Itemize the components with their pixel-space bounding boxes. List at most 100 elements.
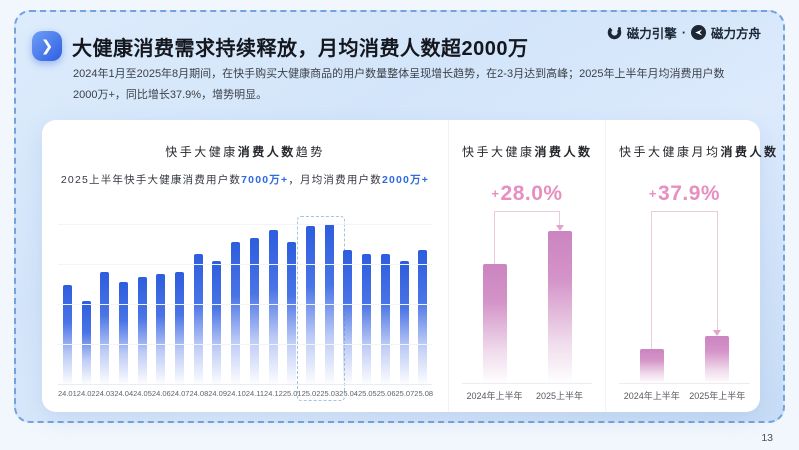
trend-bar-column xyxy=(189,224,208,384)
trend-x-label: 24.01 xyxy=(58,389,77,398)
h1-consumers-plot-wrap: +28.0% 2024年上半年 2025上半年 xyxy=(462,182,592,402)
trend-x-label: 24.09 xyxy=(208,389,228,398)
growth-arrow-icon xyxy=(555,225,564,231)
trend-chart-subtitle: 2025上半年快手大健康消费用户数7000万+，月均消费用户数2000万+ xyxy=(58,172,432,187)
trend-bar-column xyxy=(133,224,152,384)
trend-bar-24.11 xyxy=(249,238,259,384)
description-line-1: 2024年1月至2025年8月期间，在快手购买大健康商品的用户数量整体呈现增长趋… xyxy=(73,68,725,80)
growth-label-28: +28.0% xyxy=(491,182,563,205)
trend-x-label: 25.04 xyxy=(339,389,358,398)
trend-x-label: 24.12 xyxy=(264,389,283,398)
description-line-2: 2000万+，同比增长37.9%，增势明显。 xyxy=(73,89,268,102)
subtitle-text: 2025上半年快手大健康消费用户数 xyxy=(60,174,242,186)
trend-x-label: 25.07 xyxy=(395,389,415,398)
monthly-avg-x-labels: 2024年上半年 2025年上半年 xyxy=(619,389,750,402)
trend-x-label: 25.06 xyxy=(376,389,396,398)
compare-x-label: 2024年上半年 xyxy=(623,391,680,401)
brand-logos: 磁力引擎 · 磁力方舟 xyxy=(607,23,761,42)
trend-bar-25.05 xyxy=(362,254,372,384)
compare-bar-2025年上半年 xyxy=(705,336,730,383)
trend-bar-column xyxy=(170,224,189,384)
trend-x-label: 24.02 xyxy=(76,389,96,398)
trend-bar-24.09 xyxy=(212,260,222,384)
trend-bar-column xyxy=(58,224,77,384)
trend-x-label: 24.06 xyxy=(151,389,171,398)
trend-bar-column xyxy=(152,224,171,384)
trend-bar-25.01 xyxy=(287,241,297,384)
trend-bar-column xyxy=(395,224,414,384)
monthly-avg-chart-title: 快手大健康月均消费人数 xyxy=(619,145,779,159)
trend-bar-column xyxy=(77,224,96,384)
trend-x-label: 25.05 xyxy=(357,389,377,398)
h1-consumers-chart-title: 快手大健康消费人数 xyxy=(462,145,593,159)
compare-x-label: 2024年上半年 xyxy=(466,391,523,401)
page-number: 13 xyxy=(761,432,773,444)
bracket-left-line xyxy=(494,211,495,265)
bracket-left-line xyxy=(651,211,653,349)
growth-label-379: +37.9% xyxy=(648,182,721,205)
trend-bar-24.12 xyxy=(268,230,278,384)
trend-bar-column xyxy=(376,224,395,384)
trend-bar-25.04 xyxy=(343,249,353,384)
trend-x-axis-labels: 24.01 24.02 24.03 24.04 24.05 24.06 24.07 24.08… xyxy=(58,389,434,398)
trend-bar-column xyxy=(264,224,283,384)
chevron-right-icon: ❯ xyxy=(32,31,62,61)
subtitle-highlight-value: 2000万+ xyxy=(381,174,430,186)
trend-bar-25.07 xyxy=(399,260,409,384)
trend-bar-24.03 xyxy=(100,272,110,384)
trend-chart-plot: 24.01 24.02 24.03 24.04 24.05 24.06 24.07 24.08… xyxy=(58,216,434,401)
compare-bar-2025上半年 xyxy=(547,231,572,383)
trend-bar-column xyxy=(226,224,245,384)
trend-x-label: 25.01 xyxy=(282,389,302,398)
h1-consumers-chart-panel: 快手大健康消费人数 +28.0% 2024年上半年 2025上半年 xyxy=(449,120,606,412)
trend-bar-column xyxy=(95,224,114,384)
trend-chart-title: 快手大健康消费人数趋势 xyxy=(165,145,325,159)
trend-bar-24.02 xyxy=(81,300,91,384)
compare-bar-2024年上半年 xyxy=(482,264,507,383)
growth-arrow-icon xyxy=(713,330,722,336)
trend-bar-column xyxy=(282,224,301,384)
trend-x-label: 24.11 xyxy=(245,389,265,398)
trend-x-label: 25.03 xyxy=(320,389,340,398)
brand-name-1: 磁力引擎 xyxy=(626,27,677,41)
trend-bar-column xyxy=(208,224,227,384)
trend-bar-column xyxy=(245,224,264,384)
compare-bar-2024年上半年 xyxy=(639,348,664,383)
trend-bar-25.08 xyxy=(418,249,428,384)
trend-bar-24.04 xyxy=(118,281,128,384)
trend-bar-column xyxy=(413,224,432,384)
trend-bars xyxy=(58,224,432,385)
h1-consumers-plot xyxy=(462,201,592,384)
cilifangzhou-logo-icon xyxy=(690,25,706,40)
trend-x-label: 25.08 xyxy=(414,389,434,398)
trend-bar-24.01 xyxy=(62,284,72,384)
trend-x-label: 24.04 xyxy=(114,389,134,398)
trend-x-label: 24.08 xyxy=(189,389,209,398)
monthly-avg-plot xyxy=(619,201,750,384)
trend-bar-24.05 xyxy=(137,276,147,384)
bracket-top-line xyxy=(494,211,560,212)
trend-chart-panel: 快手大健康消费人数趋势 2025上半年快手大健康消费用户数7000万+，月均消费… xyxy=(42,120,449,412)
trend-bar-column xyxy=(114,224,133,384)
trend-x-label: 25.02 xyxy=(301,389,321,398)
trend-bar-24.08 xyxy=(193,254,203,384)
compare-x-label: 2025上半年 xyxy=(535,391,584,401)
brand-separator: · xyxy=(681,25,686,40)
trend-x-label: 24.07 xyxy=(170,389,190,398)
compare-x-label: 2025年上半年 xyxy=(689,391,746,401)
trend-bar-column xyxy=(357,224,376,384)
slide-canvas: 磁力引擎 · 磁力方舟 ❯ 大健康消费需求持续释放，月均消费人数超2000万 2… xyxy=(14,10,785,423)
page-title: 大健康消费需求持续释放，月均消费人数超2000万 xyxy=(72,38,529,60)
trend-x-label: 24.05 xyxy=(133,389,152,398)
trend-bar-25.06 xyxy=(380,254,390,384)
monthly-avg-plot-wrap: +37.9% 2024年上半年 2025年上半年 xyxy=(619,182,750,402)
trend-bar-24.10 xyxy=(231,241,241,384)
trend-bar-column xyxy=(339,224,358,384)
subtitle-highlight-value: 7000万+ xyxy=(241,174,289,186)
monthly-avg-chart-panel: 快手大健康月均消费人数 +37.9% 2024年上半年 2025年上半年 xyxy=(606,120,779,412)
subtitle-text: ，月均消费用户数 xyxy=(288,174,382,186)
page-description: 2024年1月至2025年8月期间，在快手购买大健康商品的用户数量整体呈现增长趋… xyxy=(73,64,725,107)
trend-x-label: 24.10 xyxy=(227,389,246,398)
charts-card: 快手大健康消费人数趋势 2025上半年快手大健康消费用户数7000万+，月均消费… xyxy=(42,120,779,412)
bracket-right-line xyxy=(559,211,560,225)
